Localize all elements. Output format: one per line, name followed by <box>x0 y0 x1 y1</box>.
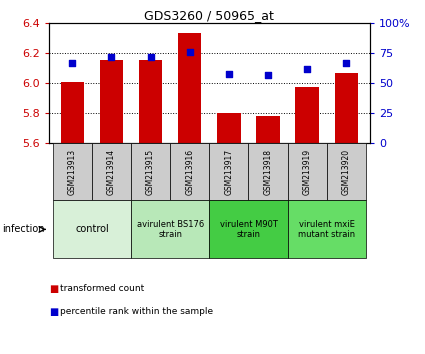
Bar <box>256 115 280 143</box>
Text: transformed count: transformed count <box>60 284 144 293</box>
Bar <box>139 60 162 143</box>
Bar <box>53 143 92 200</box>
Text: GSM213918: GSM213918 <box>264 149 272 195</box>
Text: infection: infection <box>2 224 45 234</box>
Text: virulent M90T
strain: virulent M90T strain <box>219 219 278 239</box>
Text: percentile rank within the sample: percentile rank within the sample <box>60 307 212 316</box>
Bar <box>209 200 288 258</box>
Bar <box>295 87 319 143</box>
Point <box>108 54 115 59</box>
Bar <box>61 82 84 143</box>
Bar <box>100 60 123 143</box>
Bar <box>131 200 209 258</box>
Bar <box>209 143 249 200</box>
Text: GSM213913: GSM213913 <box>68 149 77 195</box>
Text: GSM213915: GSM213915 <box>146 149 155 195</box>
Bar <box>170 143 209 200</box>
Point <box>265 72 272 78</box>
Bar <box>334 73 358 143</box>
Bar <box>249 143 288 200</box>
Text: avirulent BS176
strain: avirulent BS176 strain <box>136 219 204 239</box>
Bar <box>131 143 170 200</box>
Text: GSM213920: GSM213920 <box>342 149 351 195</box>
Text: GSM213919: GSM213919 <box>303 149 312 195</box>
Point <box>343 60 350 65</box>
Text: control: control <box>75 224 109 234</box>
Point <box>304 66 311 72</box>
Text: ■: ■ <box>49 307 58 316</box>
Text: ■: ■ <box>49 284 58 293</box>
Bar <box>53 200 131 258</box>
Text: GSM213916: GSM213916 <box>185 149 194 195</box>
Bar <box>288 200 366 258</box>
Text: virulent mxiE
mutant strain: virulent mxiE mutant strain <box>298 219 355 239</box>
Point <box>69 60 76 65</box>
Point <box>186 49 193 55</box>
Bar <box>217 113 241 143</box>
Title: GDS3260 / 50965_at: GDS3260 / 50965_at <box>144 9 274 22</box>
Bar <box>288 143 327 200</box>
Text: GSM213914: GSM213914 <box>107 149 116 195</box>
Point <box>147 54 154 59</box>
Bar <box>92 143 131 200</box>
Point <box>226 71 232 76</box>
Text: GSM213917: GSM213917 <box>224 149 233 195</box>
Bar <box>327 143 366 200</box>
Bar <box>178 33 201 143</box>
